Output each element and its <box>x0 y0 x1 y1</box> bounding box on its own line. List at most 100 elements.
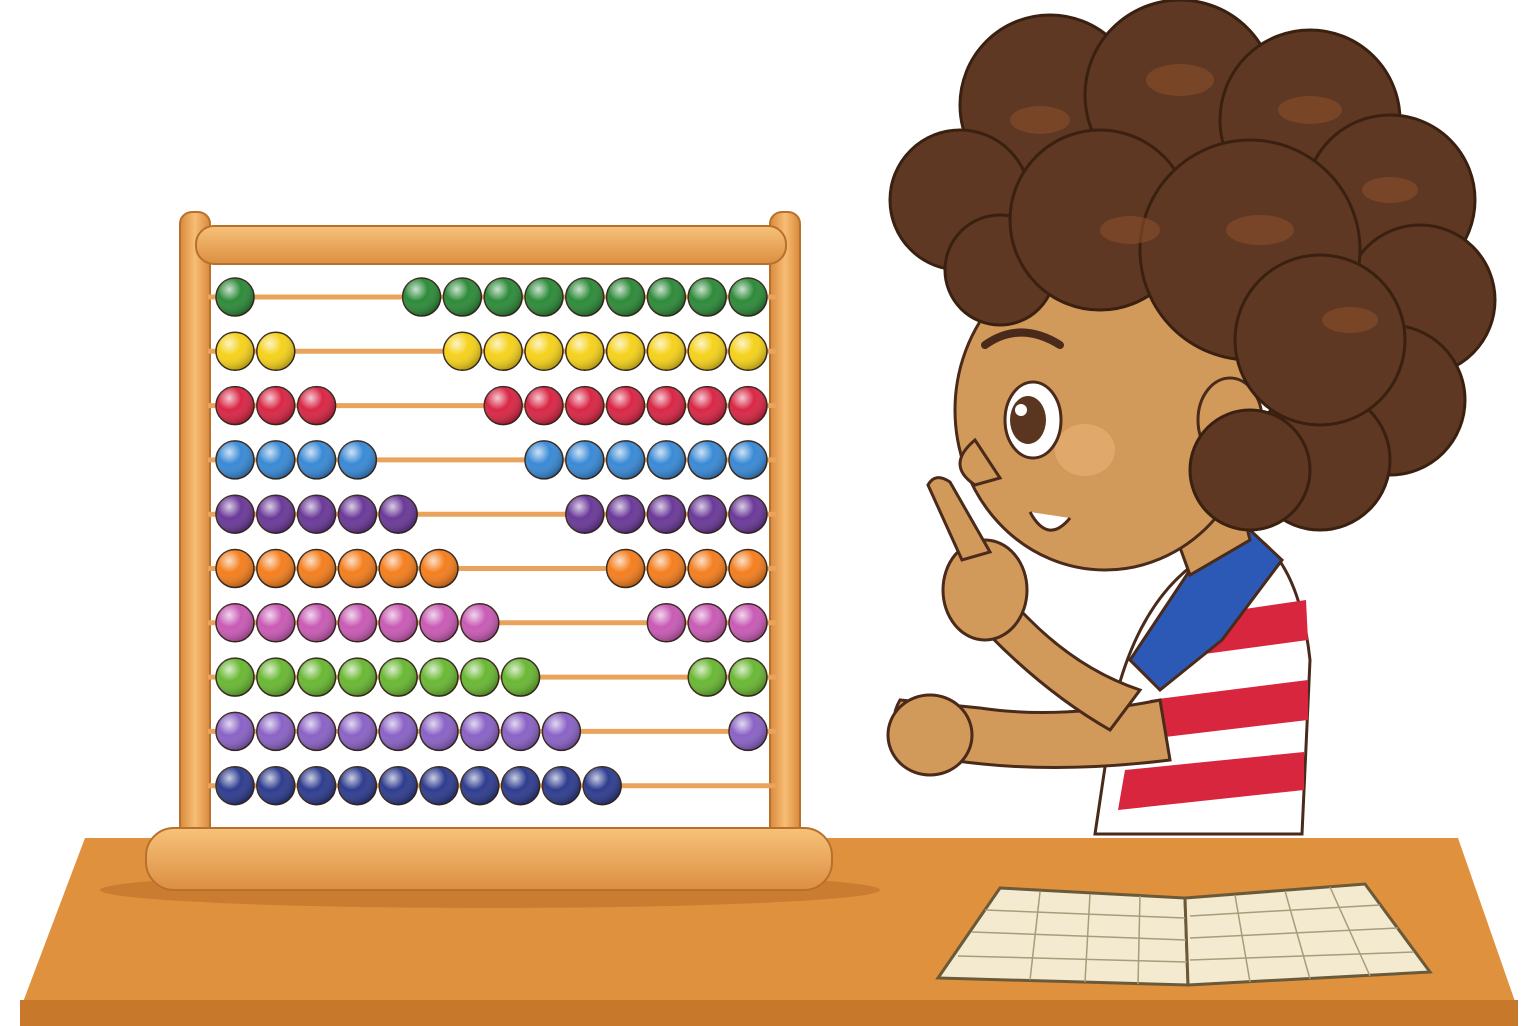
boy-figure <box>886 0 1497 836</box>
abacus-bead-shine <box>501 766 540 805</box>
abacus-bead-shine <box>297 495 336 534</box>
abacus-left-post <box>179 211 211 845</box>
abacus-bead-shine <box>256 386 295 425</box>
abacus-bead-shine <box>460 766 499 805</box>
abacus-bead-shine <box>379 766 418 805</box>
abacus-bead-shine <box>460 658 499 697</box>
abacus-bead-shine <box>420 766 458 805</box>
abacus-bead-shine <box>542 766 581 805</box>
abacus-right-post <box>769 211 801 845</box>
abacus-bead-shine <box>729 386 767 425</box>
abacus-bead-shine <box>647 386 686 425</box>
abacus-bead-shine <box>688 278 727 316</box>
abacus-bead-shine <box>379 549 418 588</box>
abacus-bead-shine <box>688 332 727 371</box>
abacus-bead-shine <box>688 386 727 425</box>
abacus-bead-shine <box>583 766 622 805</box>
abacus-bead-shine <box>256 332 295 371</box>
abacus-bead-shine <box>216 766 254 805</box>
abacus-bead-shine <box>338 658 377 697</box>
abacus-bead-shine <box>606 549 645 588</box>
abacus-bead-shine <box>606 332 645 371</box>
abacus-bead-shine <box>216 332 254 371</box>
abacus-bead-shine <box>565 440 604 479</box>
abacus-bead-shine <box>484 278 523 316</box>
abacus-bead-shine <box>647 332 686 371</box>
abacus-bead-shine <box>216 658 254 697</box>
abacus-bead-shine <box>379 658 418 697</box>
abacus-bead-shine <box>647 495 686 534</box>
abacus-bead-shine <box>256 603 295 642</box>
abacus-bead-shine <box>216 386 254 425</box>
abacus-bead-shine <box>443 278 482 316</box>
abacus-bead-shine <box>606 440 645 479</box>
abacus-bead-shine <box>729 658 767 697</box>
abacus-bead-shine <box>525 278 563 316</box>
abacus-bead-shine <box>256 712 295 751</box>
abacus-bead-shine <box>484 386 523 425</box>
pointing-finger <box>926 476 993 562</box>
abacus-bead-shine <box>420 658 458 697</box>
abacus-bead-shine <box>688 658 727 697</box>
abacus-bead-shine <box>297 440 336 479</box>
resting-hand <box>886 693 974 777</box>
abacus-base <box>145 827 833 891</box>
abacus-bead-shine <box>501 712 540 751</box>
abacus-bead-shine <box>420 712 458 751</box>
abacus-bead-shine <box>297 766 336 805</box>
abacus-bead-shine <box>606 495 645 534</box>
abacus-bead-shine <box>501 658 540 697</box>
abacus-bead-shine <box>256 658 295 697</box>
abacus-bead-shine <box>484 332 523 371</box>
hair-curls <box>1010 64 1418 333</box>
abacus-bead-shine <box>729 603 767 642</box>
abacus-bead-shine <box>402 278 441 316</box>
abacus-bead-shine <box>688 440 727 479</box>
nose <box>958 437 1003 487</box>
eye-highlight <box>1015 404 1027 416</box>
abacus-bead-shine <box>525 332 563 371</box>
notebook <box>935 882 1433 987</box>
iris <box>1010 396 1046 444</box>
abacus-bead-shine <box>256 495 295 534</box>
abacus-bead-shine <box>460 712 499 751</box>
abacus-bead-shine <box>565 495 604 534</box>
abacus-bead-shine <box>338 440 377 479</box>
desk-front <box>20 1000 1518 1026</box>
abacus-bead-shine <box>647 549 686 588</box>
abacus-bead-shine <box>338 549 377 588</box>
abacus-bead-shine <box>647 278 686 316</box>
abacus-bead-shine <box>216 495 254 534</box>
abacus-bead-shine <box>379 495 418 534</box>
abacus-bead-shine <box>338 603 377 642</box>
abacus-bead-shine <box>443 332 482 371</box>
abacus-bead-shine <box>729 549 767 588</box>
abacus-bead-shine <box>688 495 727 534</box>
abacus-bead-shine <box>688 603 727 642</box>
abacus-bead-shine <box>606 278 645 316</box>
abacus-bead-shine <box>216 440 254 479</box>
abacus-bead-shine <box>256 766 295 805</box>
abacus-bead-shine <box>647 440 686 479</box>
abacus-bead-shine <box>297 549 336 588</box>
abacus-bead-shine <box>729 278 767 316</box>
abacus-bead-shine <box>216 712 254 751</box>
abacus-bead-shine <box>420 603 458 642</box>
eyebrow <box>981 328 1064 349</box>
abacus-bead-shine <box>216 603 254 642</box>
abacus-bead-shine <box>729 712 767 751</box>
abacus-bead-shine <box>688 549 727 588</box>
abacus-bead-shine <box>338 495 377 534</box>
abacus-top-bar <box>195 225 787 265</box>
abacus-bead-shine <box>525 386 563 425</box>
notebook-grid <box>957 886 1415 985</box>
abacus-bead-shine <box>565 386 604 425</box>
abacus-bead-shine <box>379 712 418 751</box>
abacus-bead-shine <box>525 440 563 479</box>
abacus-bead-shine <box>297 603 336 642</box>
abacus-bead-shine <box>729 332 767 371</box>
abacus-bead-shine <box>565 332 604 371</box>
abacus-bead-shine <box>565 278 604 316</box>
mouth <box>1028 511 1072 532</box>
abacus-bead-shine <box>216 278 254 316</box>
